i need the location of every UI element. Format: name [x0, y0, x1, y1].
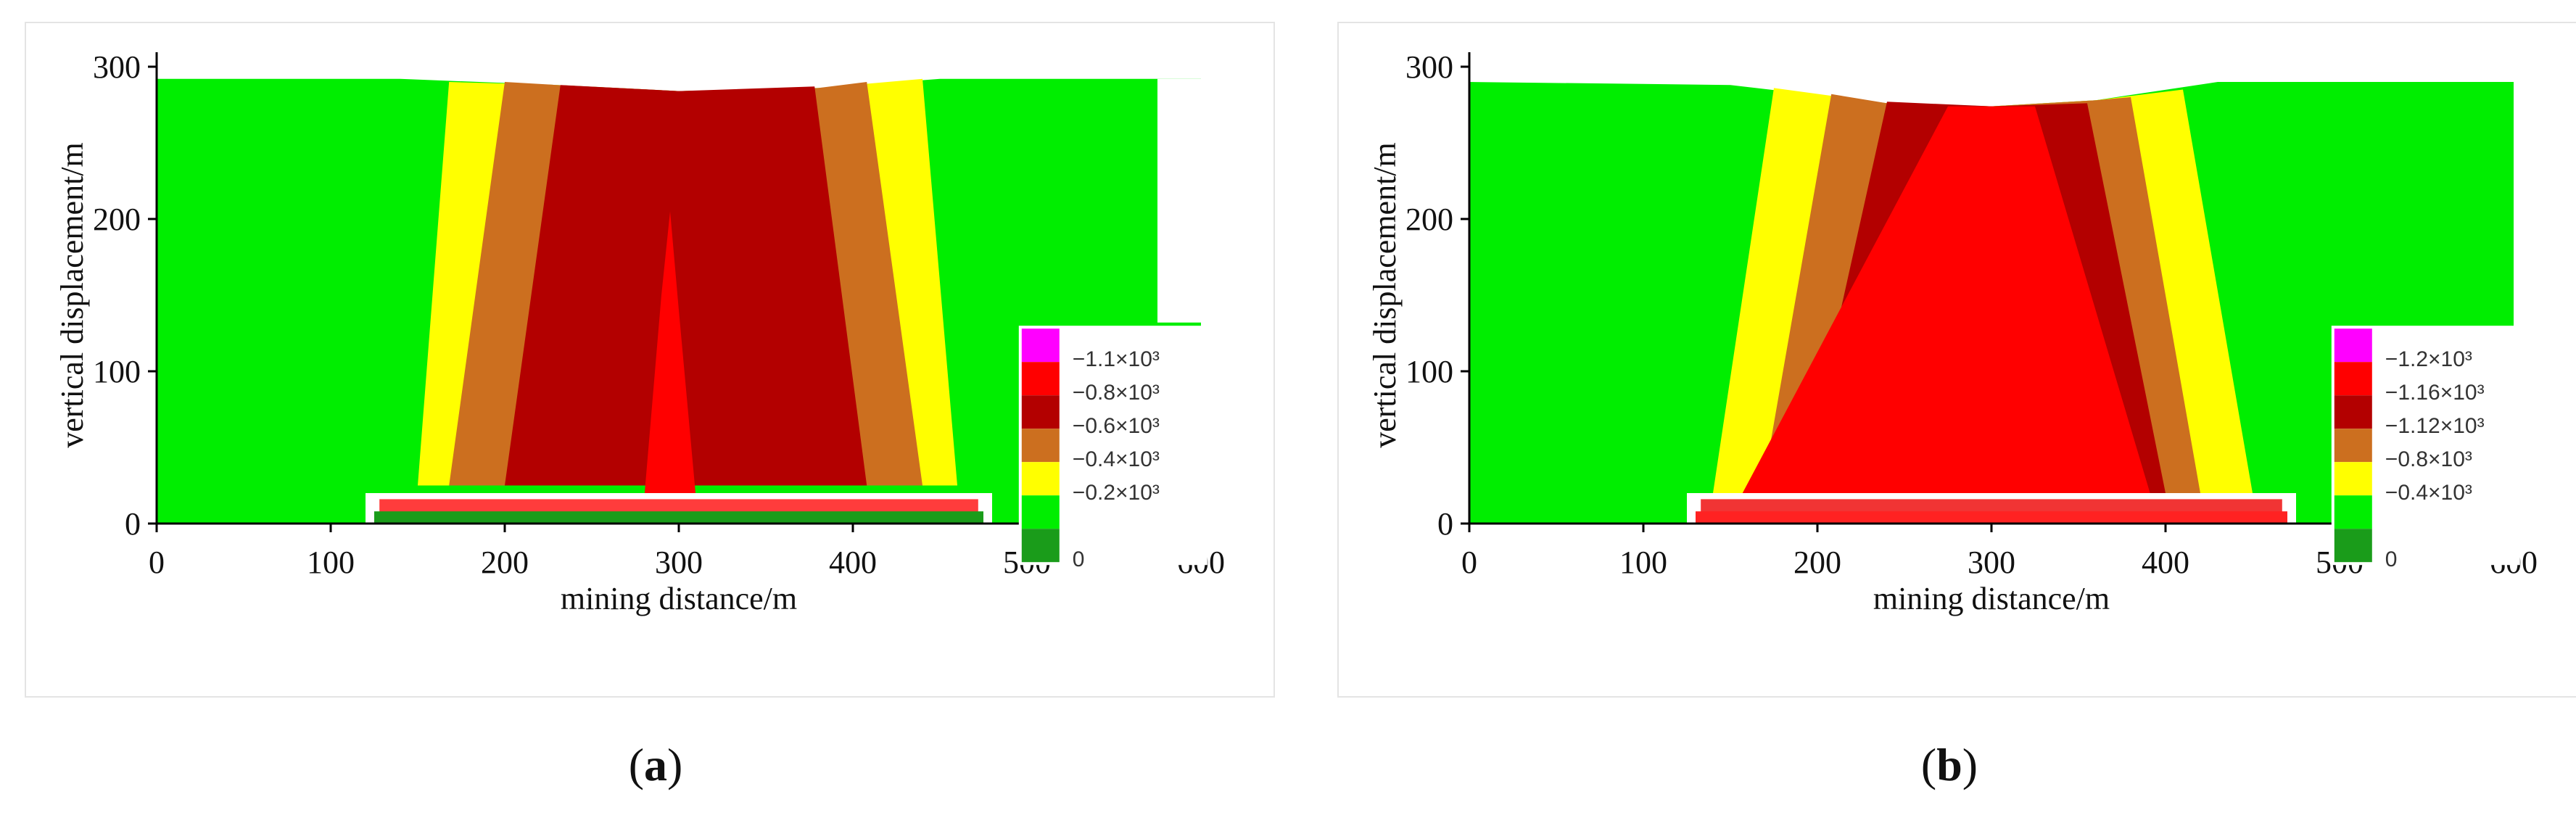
- legend-swatch: [2334, 429, 2372, 463]
- y-axis-label: vertical displacement/m: [54, 142, 90, 448]
- legend-label: −0.4×10³: [1073, 447, 1160, 471]
- legend-label: 0: [2385, 547, 2398, 571]
- x-tick-label: 300: [655, 545, 703, 580]
- legend-swatch: [1021, 529, 1060, 563]
- legend-label: −0.6×10³: [1073, 414, 1160, 438]
- caption-b: (b): [1920, 739, 1978, 790]
- x-tick-label: 200: [481, 545, 529, 580]
- y-tick-label: 300: [1405, 49, 1453, 85]
- chart-panel-a: 01002003004005006000100200300mining dist…: [25, 22, 1275, 698]
- chart-a: 01002003004005006000100200300mining dist…: [54, 49, 1225, 616]
- legend-label: −0.8×10³: [2385, 447, 2472, 471]
- y-tick-label: 200: [1405, 202, 1453, 237]
- chart-b: 01002003004005006000100200300mining dist…: [1367, 49, 2538, 616]
- x-tick-label: 0: [1461, 545, 1477, 580]
- goaf-bottom: [1696, 511, 2287, 524]
- x-tick-label: 100: [1619, 545, 1667, 580]
- zone-3: [644, 211, 696, 501]
- x-axis-label: mining distance/m: [561, 581, 797, 616]
- y-tick-label: 200: [93, 202, 141, 237]
- legend-swatch: [2334, 328, 2372, 363]
- x-tick-label: 0: [149, 545, 165, 580]
- legend-label: −0.2×10³: [1073, 481, 1160, 505]
- zone-3: [1730, 106, 2157, 516]
- legend-swatch: [2334, 529, 2372, 563]
- legend-swatch: [1021, 395, 1060, 429]
- y-tick-label: 0: [1437, 506, 1453, 542]
- x-tick-label: 400: [2142, 545, 2189, 580]
- right-step-cut: [1157, 78, 1202, 323]
- legend-swatch: [2334, 462, 2372, 496]
- y-tick-label: 300: [93, 49, 141, 85]
- y-tick-label: 100: [1405, 354, 1453, 389]
- y-tick-label: 0: [125, 506, 141, 542]
- y-axis-label: vertical displacement/m: [1367, 142, 1403, 448]
- legend-label: 0: [1073, 547, 1085, 571]
- caption-a: (a): [628, 739, 683, 790]
- legend-label: −0.4×10³: [2385, 481, 2472, 505]
- legend-swatch: [1021, 328, 1060, 363]
- legend-swatch: [1021, 462, 1060, 496]
- x-axis-label: mining distance/m: [1873, 581, 2110, 616]
- caption-a-letter: a: [644, 739, 667, 790]
- legend-swatch: [2334, 362, 2372, 396]
- y-tick-label: 100: [93, 354, 141, 389]
- legend-swatch: [2334, 495, 2372, 529]
- x-tick-label: 300: [1968, 545, 2015, 580]
- goaf-bottom: [374, 511, 983, 524]
- x-tick-label: 100: [307, 545, 355, 580]
- zone-2: [505, 85, 867, 486]
- legend-swatch: [1021, 495, 1060, 529]
- legend-label: −1.1×10³: [1073, 347, 1160, 371]
- legend-label: −1.12×10³: [2385, 414, 2485, 438]
- legend-swatch: [1021, 362, 1060, 396]
- legend-label: −1.16×10³: [2385, 381, 2485, 405]
- caption-b-letter: b: [1936, 739, 1962, 790]
- chart-panel-b: 01002003004005006000100200300mining dist…: [1337, 22, 2576, 698]
- legend-swatch: [1021, 429, 1060, 463]
- x-tick-label: 400: [829, 545, 877, 580]
- legend-swatch: [2334, 395, 2372, 429]
- legend-label: −0.8×10³: [1073, 381, 1160, 405]
- x-tick-label: 200: [1793, 545, 1841, 580]
- legend-label: −1.2×10³: [2385, 347, 2472, 371]
